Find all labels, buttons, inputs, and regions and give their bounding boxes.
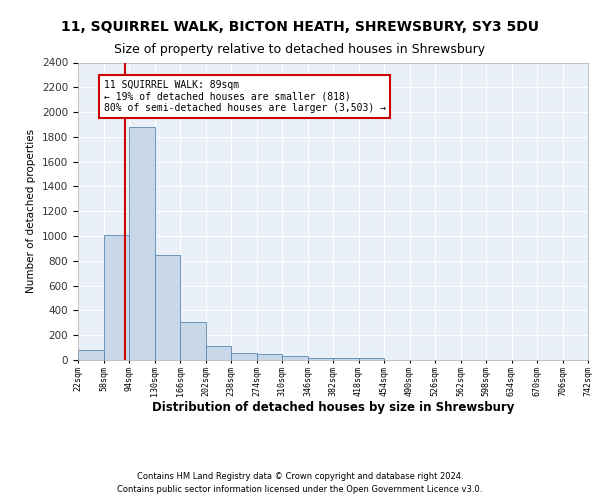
- Bar: [231, 353, 257, 360]
- Bar: [308, 358, 333, 360]
- Text: 11 SQUIRREL WALK: 89sqm
← 19% of detached houses are smaller (818)
80% of semi-d: 11 SQUIRREL WALK: 89sqm ← 19% of detache…: [104, 80, 386, 113]
- Bar: [257, 354, 282, 360]
- Bar: [78, 350, 104, 360]
- Bar: [205, 346, 231, 360]
- Bar: [180, 322, 205, 360]
- Bar: [155, 254, 180, 360]
- Y-axis label: Number of detached properties: Number of detached properties: [26, 129, 37, 294]
- Text: Size of property relative to detached houses in Shrewsbury: Size of property relative to detached ho…: [115, 42, 485, 56]
- Bar: [104, 235, 129, 360]
- Bar: [282, 356, 308, 360]
- Bar: [359, 358, 384, 360]
- X-axis label: Distribution of detached houses by size in Shrewsbury: Distribution of detached houses by size …: [152, 401, 514, 414]
- Text: Contains HM Land Registry data © Crown copyright and database right 2024.: Contains HM Land Registry data © Crown c…: [137, 472, 463, 481]
- Text: Contains public sector information licensed under the Open Government Licence v3: Contains public sector information licen…: [118, 485, 482, 494]
- Text: 11, SQUIRREL WALK, BICTON HEATH, SHREWSBURY, SY3 5DU: 11, SQUIRREL WALK, BICTON HEATH, SHREWSB…: [61, 20, 539, 34]
- Bar: [129, 127, 155, 360]
- Bar: [333, 358, 359, 360]
